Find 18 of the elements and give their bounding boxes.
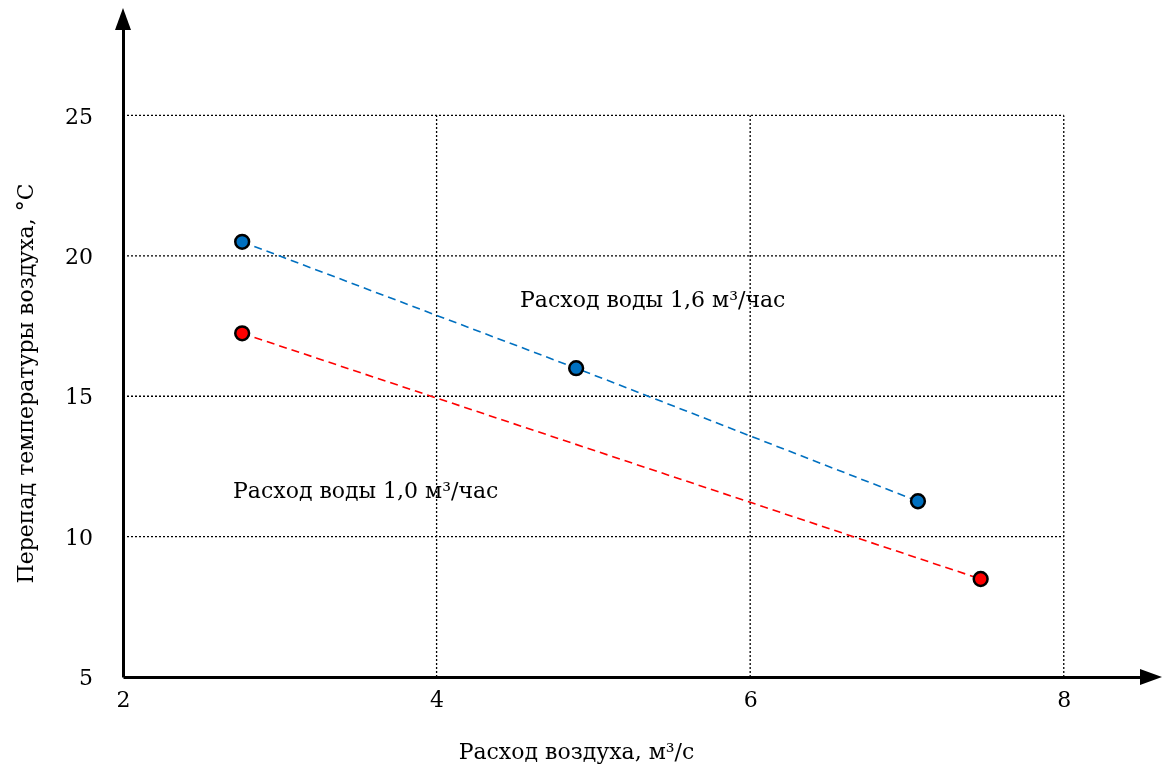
y-tick-label: 5 (79, 665, 93, 691)
x-axis-title: Расход воздуха, м³/с (458, 739, 695, 764)
x-tick-label: 6 (743, 686, 758, 712)
y-tick-label: 20 (65, 244, 93, 270)
y-axis-title: Перепад температуры воздуха, °C (13, 183, 38, 584)
y-tick-label: 10 (65, 524, 93, 550)
point (234, 325, 251, 342)
series-label: Расход воды 1,6 м³/час (520, 287, 786, 312)
point (972, 570, 989, 588)
y-tick-label: 15 (65, 384, 93, 410)
y-tick-label: 25 (65, 103, 93, 129)
point (567, 360, 585, 377)
x-tick-label: 2 (116, 686, 131, 712)
x-tick-label: 4 (430, 686, 445, 712)
point (234, 233, 251, 250)
point (909, 493, 927, 510)
text: Расход воды 1,0 м³/час (233, 478, 499, 503)
x-tick-label: 8 (1057, 686, 1072, 712)
